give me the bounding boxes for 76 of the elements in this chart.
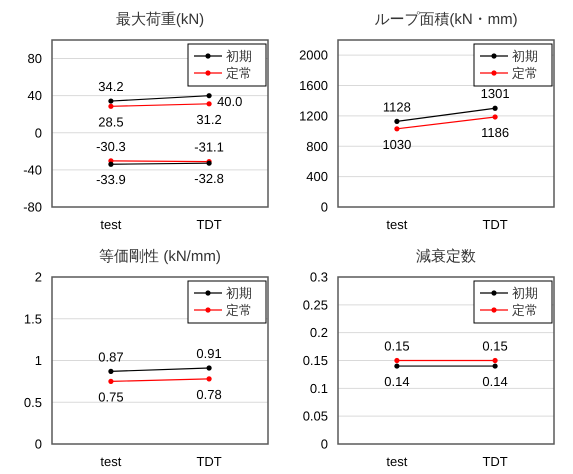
data-label: -33.9 [96,172,126,188]
chart-title: 最大荷重(kN) [116,11,204,28]
y-tick-label: 1.5 [24,311,42,326]
y-tick-label: 0.25 [302,297,328,312]
data-label: 34.2 [98,79,124,94]
data-label: 0.14 [482,374,508,390]
chart-title: 減衰定数 [416,248,476,265]
data-label: 40.0 [217,94,242,110]
data-label: 0.75 [98,389,124,404]
legend-label: 定常 [226,302,252,318]
y-tick-label: 40 [28,88,42,104]
legend-label: 定常 [512,66,538,81]
data-label: 1186 [481,124,510,140]
y-tick-label: 0.3 [310,270,328,285]
y-tick-label: -80 [23,200,42,215]
y-tick-label: 0 [34,436,42,452]
x-tick-label: test [386,454,408,469]
y-tick-label: 0.05 [302,408,328,424]
point [108,162,114,167]
y-tick-label: 800 [306,138,328,154]
y-tick-label: 400 [306,169,328,184]
chart-title: 等価剛性 (kN/mm) [99,248,221,265]
legend-label: 定常 [226,66,252,81]
x-tick-label: TDT [196,454,222,469]
point [492,106,498,111]
point [394,126,400,132]
legend-label: 定常 [512,302,538,318]
data-label: 1030 [382,136,412,152]
data-label: 0.15 [482,338,508,354]
data-label: -32.8 [194,171,224,186]
x-tick-label: test [386,217,408,232]
point [206,376,212,382]
point [108,378,114,384]
data-label: 0.14 [384,374,410,390]
point [108,368,114,374]
point [394,118,400,124]
y-tick-label: 0 [34,125,42,140]
data-label: 0.87 [98,349,124,364]
data-label: 0.15 [384,338,410,354]
y-tick-label: 0.15 [302,353,328,368]
data-label: 1301 [480,86,510,102]
point [492,114,498,120]
y-tick-label: 0.1 [310,380,328,396]
y-tick-label: -40 [23,162,42,178]
legend-label: 初期 [512,48,538,64]
legend-label: 初期 [226,48,252,64]
point [108,98,114,104]
y-tick-label: 1600 [299,78,328,94]
x-tick-label: TDT [196,217,222,232]
y-tick-label: 0 [320,436,328,452]
y-tick-label: 2000 [299,48,328,63]
x-tick-label: TDT [482,454,508,469]
point [206,365,212,371]
x-tick-label: TDT [482,217,508,232]
data-label: -31.1 [194,140,224,155]
data-label: 31.2 [196,112,222,127]
y-tick-label: 0.2 [310,325,328,340]
y-tick-label: 2 [34,270,42,285]
y-tick-label: 0.5 [24,394,42,410]
data-label: 0.91 [196,346,222,362]
point [108,104,114,109]
data-label: -30.3 [96,138,126,154]
data-label: 28.5 [98,114,124,130]
chart-title: ループ面積(kN・mm) [374,11,518,28]
point [206,101,212,106]
legend-label: 初期 [512,286,538,301]
y-tick-label: 0 [320,200,328,215]
x-tick-label: test [100,217,122,232]
x-tick-label: test [100,454,122,469]
y-tick-label: 80 [28,51,42,66]
data-label: 1128 [382,99,411,114]
data-label: 0.78 [196,386,222,402]
legend-label: 初期 [226,286,252,301]
y-tick-label: 1200 [299,108,328,124]
y-tick-label: 1 [34,353,42,368]
point [206,93,212,98]
